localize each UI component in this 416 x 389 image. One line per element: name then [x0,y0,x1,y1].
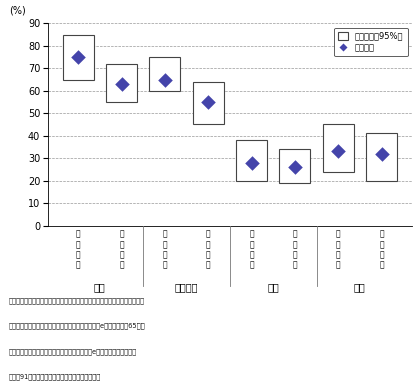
Bar [366,133,397,180]
Text: 売上: 売上 [94,282,106,292]
Point [292,164,298,170]
Bar [236,140,267,180]
Text: 直
接
輸
出: 直 接 輸 出 [163,230,167,270]
Text: 間
接
輸
出: 間 接 輸 出 [119,230,124,270]
Point [118,81,125,87]
Text: 計。直接輸出は、直接輸出のみ（若しくは越境eコマースも）65社、: 計。直接輸出は、直接輸出のみ（若しくは越境eコマースも）65社、 [8,323,145,329]
Point [161,76,168,82]
Bar [279,149,310,183]
Text: 直
接
輸
出: 直 接 輸 出 [336,230,340,270]
Point [75,54,82,60]
Bar [106,64,137,102]
Bar [322,124,354,172]
Point [335,148,342,154]
Text: 直
接
輸
出: 直 接 輸 出 [76,230,80,270]
Text: 間
接
輸
出: 間 接 輸 出 [292,230,297,270]
Bar [193,82,224,124]
Bar [62,35,94,79]
Text: 間接輸出は、間接輸出のみ（若しくは越境eコマースも）を行う企: 間接輸出は、間接輸出のみ（若しくは越境eコマースも）を行う企 [8,348,136,355]
Point [205,99,211,105]
Text: 備考：輸出が売上等各項目に対して「大きく寄与」「寄与」したとの回答合: 備考：輸出が売上等各項目に対して「大きく寄与」「寄与」したとの回答合 [8,298,144,304]
Point [248,159,255,166]
Text: 間
接
輸
出: 間 接 輸 出 [206,230,210,270]
Text: (%): (%) [10,5,26,15]
Text: 経常利益: 経常利益 [175,282,198,292]
Legend: 信頼区間（95%）, 寄与合計: 信頼区間（95%）, 寄与合計 [334,28,408,56]
Point [378,151,385,157]
Text: 雇用: 雇用 [267,282,279,292]
Text: 間
接
輸
出: 間 接 輸 出 [379,230,384,270]
Text: 賓金: 賓金 [354,282,366,292]
Text: 業91社。卸売企業を除く。アンケート調査。: 業91社。卸売企業を除く。アンケート調査。 [8,373,101,380]
Bar [149,57,181,91]
Text: 直
接
輸
出: 直 接 輸 出 [249,230,254,270]
